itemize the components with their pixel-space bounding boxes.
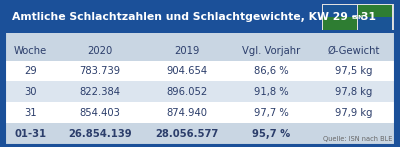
Bar: [358, 5, 392, 17]
Bar: [5, 2, 395, 33]
Bar: [313, 42, 395, 61]
Bar: [143, 123, 230, 145]
Bar: [56, 123, 143, 145]
Text: 854.403: 854.403: [79, 108, 120, 118]
Bar: [56, 81, 143, 102]
Bar: [5, 42, 56, 61]
Bar: [313, 102, 395, 123]
Text: 2020: 2020: [87, 46, 112, 56]
Bar: [322, 4, 394, 30]
Text: 29: 29: [24, 66, 37, 76]
Bar: [323, 5, 357, 17]
Text: Amtliche Schlachtzahlen und Schlachtgewichte, KW 29 – 31: Amtliche Schlachtzahlen und Schlachtgewi…: [12, 12, 376, 22]
Bar: [5, 102, 56, 123]
Bar: [56, 102, 143, 123]
Bar: [143, 102, 230, 123]
Bar: [230, 42, 313, 61]
Bar: [5, 123, 56, 145]
Bar: [230, 123, 313, 145]
Text: 822.384: 822.384: [79, 87, 120, 97]
Text: 896.052: 896.052: [166, 87, 207, 97]
Bar: [313, 123, 395, 145]
Text: 97,5 kg: 97,5 kg: [335, 66, 373, 76]
Text: 97,7 %: 97,7 %: [254, 108, 289, 118]
Bar: [143, 81, 230, 102]
Text: 01-31: 01-31: [14, 129, 46, 139]
Text: ISN: ISN: [351, 15, 364, 20]
Text: 95,7 %: 95,7 %: [252, 129, 290, 139]
Bar: [313, 61, 395, 81]
Text: 86,6 %: 86,6 %: [254, 66, 289, 76]
Text: 30: 30: [24, 87, 37, 97]
Bar: [230, 61, 313, 81]
Text: Quelle: ISN nach BLE: Quelle: ISN nach BLE: [323, 136, 392, 142]
Bar: [56, 42, 143, 61]
Text: Woche: Woche: [14, 46, 47, 56]
Text: 31: 31: [24, 108, 37, 118]
Text: 783.739: 783.739: [79, 66, 120, 76]
Bar: [230, 102, 313, 123]
Text: 874.940: 874.940: [166, 108, 207, 118]
Bar: [143, 42, 230, 61]
Text: 904.654: 904.654: [166, 66, 207, 76]
Text: 2019: 2019: [174, 46, 199, 56]
Bar: [5, 61, 56, 81]
Text: Ø-Gewicht: Ø-Gewicht: [328, 46, 380, 56]
Bar: [323, 17, 357, 30]
Text: Vgl. Vorjahr: Vgl. Vorjahr: [242, 46, 300, 56]
Bar: [5, 33, 395, 42]
Text: 91,8 %: 91,8 %: [254, 87, 289, 97]
Bar: [313, 81, 395, 102]
Bar: [230, 81, 313, 102]
Text: 28.056.577: 28.056.577: [155, 129, 218, 139]
Bar: [56, 61, 143, 81]
Text: 97,8 kg: 97,8 kg: [335, 87, 373, 97]
Text: 26.854.139: 26.854.139: [68, 129, 132, 139]
Bar: [143, 61, 230, 81]
Bar: [5, 81, 56, 102]
Bar: [358, 17, 392, 30]
Text: 97,9 kg: 97,9 kg: [335, 108, 373, 118]
